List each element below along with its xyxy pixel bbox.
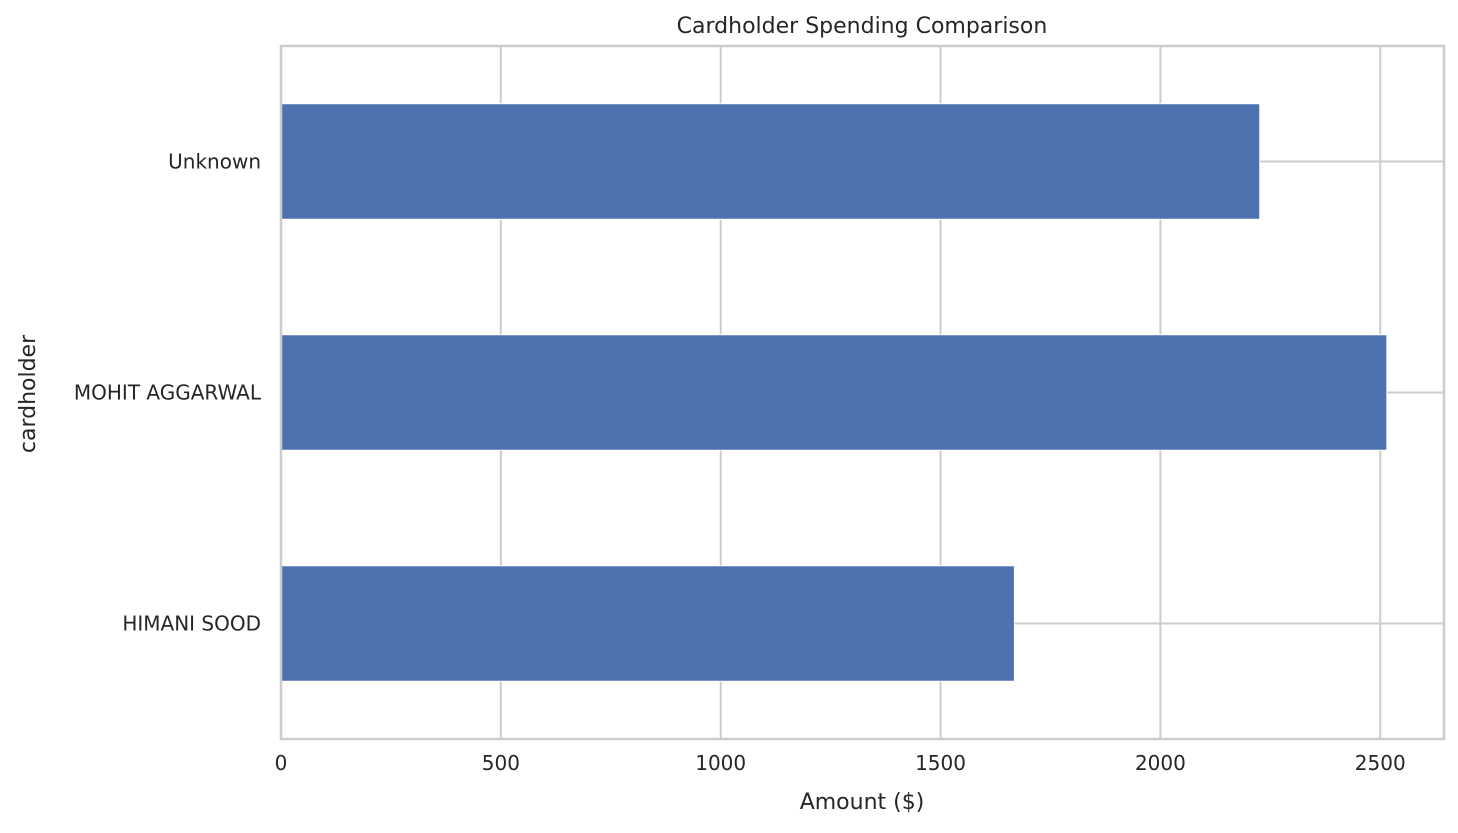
x-axis-label: Amount ($) [800, 790, 925, 815]
y-tick-labels: HIMANI SOOD MOHIT AGGARWAL Unknown [74, 150, 262, 636]
bars [280, 103, 1388, 682]
x-tick-label: 2000 [1135, 751, 1186, 775]
y-tick-label: HIMANI SOOD [122, 612, 261, 636]
y-axis-label: cardholder [16, 334, 41, 453]
x-tick-label: 1000 [695, 751, 746, 775]
x-tick-labels: 0 500 1000 1500 2000 2500 [275, 751, 1406, 775]
bar [280, 103, 1261, 220]
x-tick-label: 2500 [1355, 751, 1406, 775]
y-tick-label: MOHIT AGGARWAL [74, 381, 262, 405]
bar [280, 565, 1015, 682]
x-tick-label: 0 [275, 751, 288, 775]
y-tick-label: Unknown [168, 150, 261, 174]
chart-title: Cardholder Spending Comparison [677, 14, 1048, 39]
x-tick-label: 1500 [915, 751, 966, 775]
x-tick-label: 500 [482, 751, 520, 775]
bar [280, 334, 1388, 451]
plot-frame [279, 44, 1446, 741]
axes-frame [279, 44, 1446, 741]
